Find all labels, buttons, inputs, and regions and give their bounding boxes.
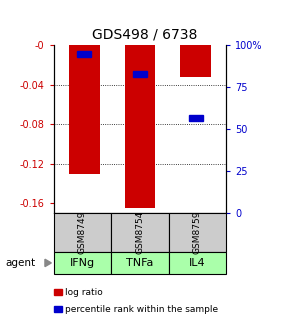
Text: GSM8749: GSM8749 <box>78 211 87 254</box>
Text: GDS498 / 6738: GDS498 / 6738 <box>92 28 198 42</box>
Text: agent: agent <box>6 258 36 268</box>
Bar <box>188 115 202 121</box>
Text: IFNg: IFNg <box>70 258 95 268</box>
Text: GSM8759: GSM8759 <box>193 211 202 254</box>
Bar <box>77 51 91 57</box>
Text: IL4: IL4 <box>189 258 206 268</box>
Text: percentile rank within the sample: percentile rank within the sample <box>65 305 218 313</box>
Text: log ratio: log ratio <box>65 288 102 297</box>
Bar <box>133 71 147 77</box>
Text: GSM8754: GSM8754 <box>135 211 144 254</box>
Bar <box>69 45 99 174</box>
Bar <box>180 45 211 77</box>
Bar <box>125 45 155 208</box>
Text: TNFa: TNFa <box>126 258 154 268</box>
